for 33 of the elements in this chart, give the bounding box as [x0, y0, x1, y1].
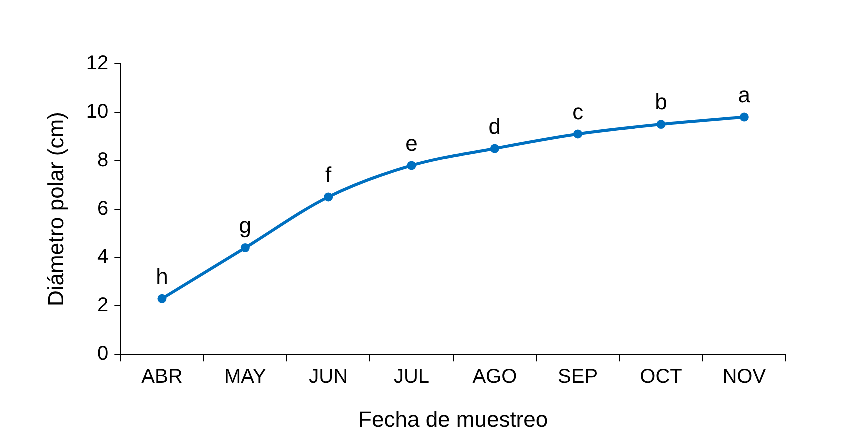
x-tick-label: JUN	[309, 366, 348, 388]
x-tick-label: SEP	[558, 366, 598, 388]
point	[490, 144, 500, 154]
x-tick-label: JUL	[394, 366, 430, 388]
y-tick-label: 0	[98, 343, 109, 366]
x-tick-label: OCT	[640, 366, 682, 388]
point	[324, 192, 334, 202]
annotation: b	[655, 90, 668, 115]
x-tick-label: AGO	[472, 366, 518, 388]
y-tick-label: 12	[86, 52, 109, 75]
x-axis-title: Fecha de muestreo	[358, 406, 548, 432]
point	[574, 130, 583, 139]
point	[158, 294, 167, 304]
y-tick-label: 6	[98, 198, 109, 220]
x-tick-label: NOV	[722, 366, 767, 388]
x-tick-label: ABR	[142, 366, 183, 388]
point	[740, 112, 749, 122]
x-tick-label: MAY	[224, 366, 266, 388]
point	[656, 120, 666, 130]
annotation: d	[488, 114, 502, 139]
y-axis-title: Diámetro polar (cm)	[43, 112, 68, 306]
annotation: c	[572, 99, 584, 124]
point	[240, 244, 250, 253]
annotation: g	[239, 213, 252, 238]
y-tick-label: 10	[86, 100, 109, 123]
y-tick-label: 2	[98, 294, 109, 317]
point	[407, 161, 416, 170]
y-tick-label: 8	[98, 149, 109, 172]
annotation: e	[406, 130, 418, 156]
annotation: h	[156, 264, 168, 289]
annotation: a	[738, 82, 752, 108]
y-tick-label: 4	[98, 246, 109, 268]
annotation: f	[326, 162, 333, 188]
